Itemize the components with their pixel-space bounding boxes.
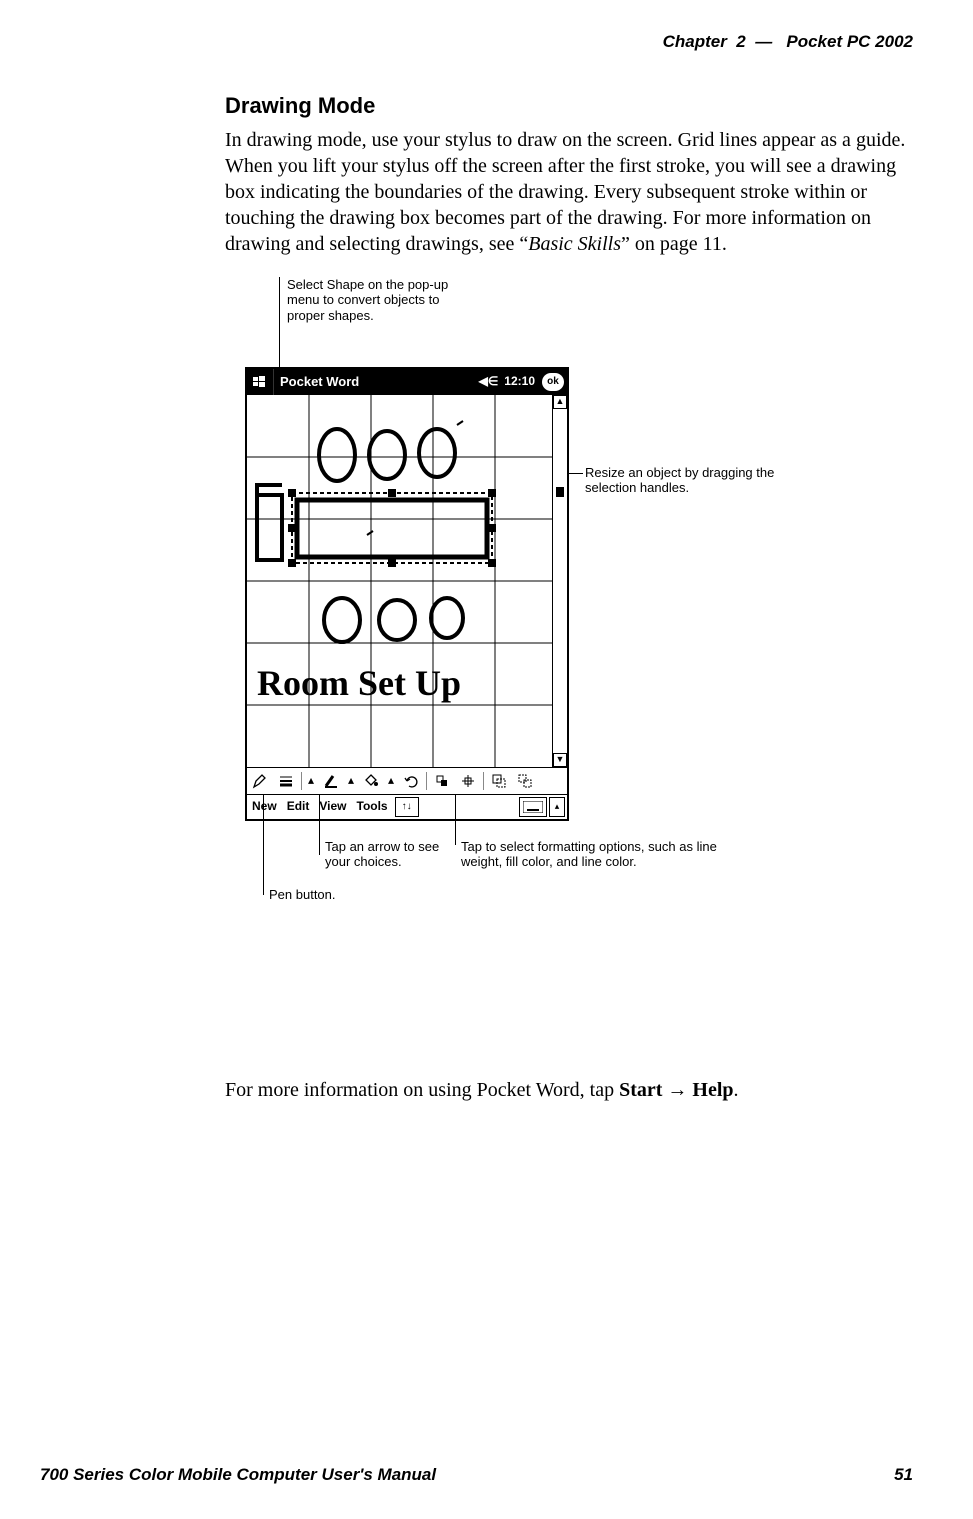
start-label: Start [619,1079,662,1101]
format-toolbar: ▴ ▴ ▴ [247,767,567,794]
group-button[interactable] [487,769,511,793]
toolbar-sep-2 [426,772,427,790]
line-color-button[interactable] [319,769,343,793]
annot-arrow: Tap an arrow to see your choices. [325,839,445,870]
chapter-number: 2 [736,32,745,51]
menu-new[interactable]: New [247,795,282,819]
line-weight-button[interactable] [274,769,298,793]
titlebar: Pocket Word ◀∈ 12:10 ok [247,369,567,395]
annot-format: Tap to select formatting options, such a… [461,839,751,870]
after-period: . [734,1079,739,1101]
sip-keyboard-icon[interactable] [519,797,547,817]
pen-button[interactable] [248,769,272,793]
dropdown-arrow-3[interactable]: ▴ [385,769,397,793]
pocket-pc-window: Pocket Word ◀∈ 12:10 ok [245,367,569,821]
main-content: Drawing Mode In drawing mode, use your s… [225,92,913,1103]
ungroup-button[interactable] [513,769,537,793]
align-button[interactable] [456,769,480,793]
page-number: 51 [894,1465,913,1485]
arrow-sep: → [662,1079,692,1101]
handwritten-text: Room Set Up [257,663,461,703]
section-heading: Drawing Mode [225,92,913,121]
sip-up-button[interactable]: ▴ [549,797,565,817]
menubar: New Edit View Tools ↑↓ ▴ [247,794,567,819]
ok-button[interactable]: ok [542,373,564,391]
header-dash: — [755,32,772,51]
annot-right: Resize an object by dragging the selecti… [585,465,805,496]
vertical-scrollbar[interactable]: ▲ ▼ [552,395,567,767]
leader-format [455,795,456,845]
leader-pen [263,795,264,895]
undo-button[interactable] [399,769,423,793]
section-body: In drawing mode, use your stylus to draw… [225,127,913,257]
chapter-label: Chapter [663,32,727,51]
figure: Select Shape on the pop-up menu to conve… [245,277,905,917]
start-icon[interactable] [247,369,274,395]
running-header: Chapter 2 — Pocket PC 2002 [40,32,913,52]
after-prefix: For more information on using Pocket Wor… [225,1079,619,1101]
scroll-down-button[interactable]: ▼ [553,753,567,767]
annot-top: Select Shape on the pop-up menu to conve… [287,277,462,324]
after-figure-para: For more information on using Pocket Wor… [225,1077,913,1103]
scroll-up-button[interactable]: ▲ [553,395,567,409]
input-panel-toggle[interactable]: ↑↓ [395,797,419,817]
header-title: Pocket PC 2002 [786,32,913,51]
app-title: Pocket Word [274,374,477,390]
page: Chapter 2 — Pocket PC 2002 Drawing Mode … [0,0,973,1519]
windows-flag-icon [251,373,269,391]
body-suffix: ” on page 11. [621,233,727,255]
menu-edit[interactable]: Edit [282,795,315,819]
handwritten-drawing: Room Set Up [247,395,553,767]
toolbar-sep-3 [483,772,484,790]
dropdown-arrow-1[interactable]: ▴ [305,769,317,793]
footer: 700 Series Color Mobile Computer User's … [40,1465,913,1485]
clock: 12:10 [500,374,539,388]
insert-shape-button[interactable] [430,769,454,793]
basic-skills-ref: Basic Skills [528,233,621,255]
manual-title: 700 Series Color Mobile Computer User's … [40,1465,436,1485]
speaker-icon[interactable]: ◀∈ [477,374,501,388]
toolbar-sep [301,772,302,790]
leader-top [279,277,280,369]
fill-color-button[interactable] [359,769,383,793]
scroll-thumb[interactable] [556,487,564,497]
help-label: Help [692,1079,733,1101]
leader-arrow [319,795,320,855]
annot-pen: Pen button. [269,887,369,903]
menu-tools[interactable]: Tools [352,795,393,819]
drawing-canvas[interactable]: Room Set Up ▲ ▼ [247,395,567,767]
dropdown-arrow-2[interactable]: ▴ [345,769,357,793]
